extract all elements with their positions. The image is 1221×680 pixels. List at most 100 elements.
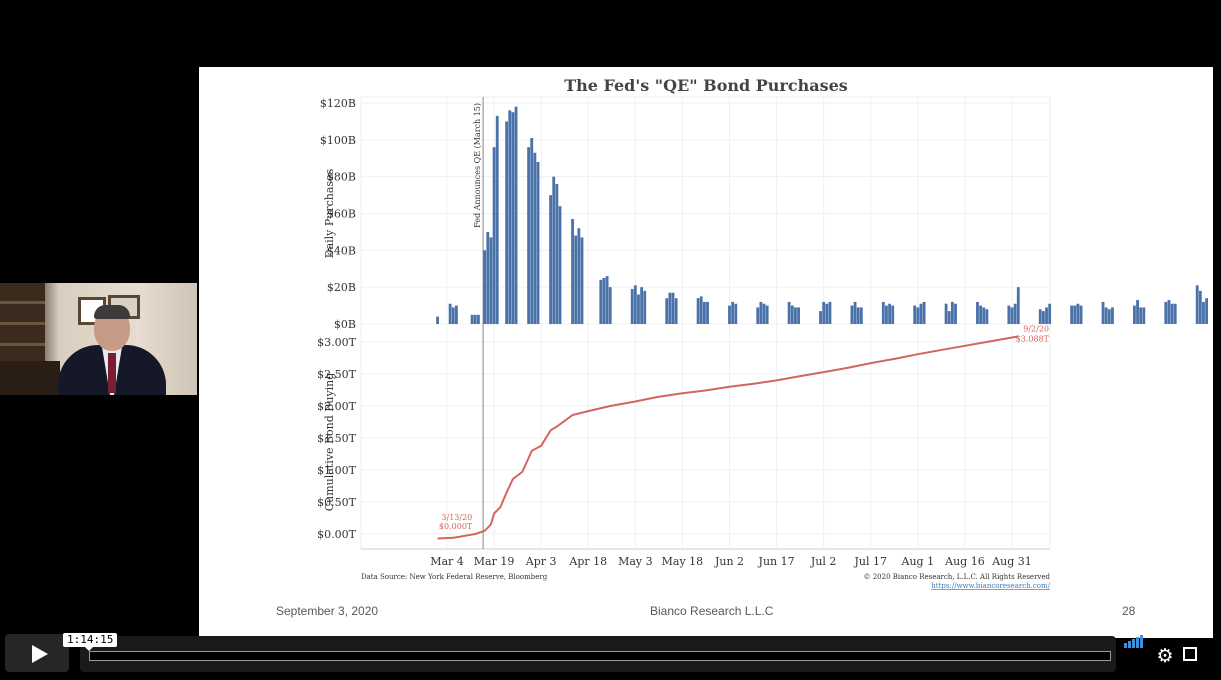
bar (558, 206, 562, 324)
bar (476, 314, 480, 324)
bar (630, 289, 634, 324)
bar (1139, 307, 1143, 324)
webcam-video (0, 283, 197, 395)
bar (1173, 303, 1177, 324)
x-tick-label: Aug 1 (901, 555, 935, 568)
bar (1205, 298, 1209, 324)
start-date-label: 3/13/20 (441, 513, 472, 522)
bar (530, 137, 534, 324)
bar (1073, 305, 1077, 324)
presenter-tie (108, 353, 116, 393)
bar (1007, 305, 1011, 324)
bar (665, 298, 669, 324)
y-tick-label: $100B (320, 134, 356, 147)
bar (448, 303, 452, 324)
bar (759, 301, 763, 324)
bar (1079, 305, 1083, 324)
slide-page-number: 28 (1122, 604, 1136, 618)
copyright-note: © 2020 Bianco Research, L.L.C. All Right… (864, 573, 1051, 581)
y-axis-label: Daily Purchases (323, 168, 336, 258)
bar (1101, 301, 1105, 324)
bar (982, 307, 986, 324)
bar (549, 195, 552, 324)
bar (640, 287, 644, 324)
bar (699, 296, 703, 324)
bar (731, 301, 735, 324)
bar (483, 250, 487, 324)
y-tick-label: $2.00T (317, 400, 356, 413)
data-source-note: Data Source: New York Federal Reserve, B… (361, 573, 548, 581)
bar (505, 121, 509, 324)
y-tick-label: $120B (320, 97, 356, 110)
y-tick-label: $0B (334, 318, 356, 331)
bar (859, 307, 863, 324)
bar (819, 311, 822, 324)
y-tick-label: $80B (327, 171, 356, 184)
presenter-hair (94, 305, 130, 319)
bar (1070, 305, 1074, 324)
bar (495, 115, 499, 324)
play-button[interactable] (5, 634, 69, 672)
bar (489, 237, 493, 324)
cumulative-line (437, 335, 1019, 540)
bar (696, 298, 700, 324)
bar (1016, 287, 1020, 324)
bar (1164, 301, 1168, 324)
bar (608, 287, 612, 324)
bar (668, 292, 672, 324)
bar (1048, 303, 1052, 324)
bar (514, 106, 518, 324)
play-icon (32, 645, 48, 663)
bar (762, 303, 766, 324)
bar (1195, 285, 1199, 324)
bar (888, 303, 891, 324)
progress-track[interactable] (89, 651, 1111, 661)
bar (577, 228, 581, 324)
bar (674, 298, 678, 324)
bar (555, 184, 559, 324)
bar (486, 231, 490, 324)
x-tick-label: May 18 (662, 555, 704, 568)
y-tick-label: $40B (327, 244, 356, 257)
bar (1167, 300, 1171, 324)
bar (571, 219, 574, 324)
bar (922, 301, 926, 324)
bar (947, 311, 951, 324)
bar (633, 285, 637, 324)
bar (916, 307, 920, 324)
bar (1045, 307, 1048, 324)
bar (944, 303, 948, 324)
bar (527, 147, 531, 324)
bar (1111, 307, 1114, 324)
bar (787, 301, 791, 324)
start-value-label: $0.000T (439, 522, 473, 531)
bar (919, 303, 923, 324)
bar (1076, 303, 1080, 324)
bar (856, 307, 860, 324)
y-tick-label: $20B (327, 281, 356, 294)
qe-annotation: Fed Announces QE (March 15) (473, 103, 482, 228)
bar (702, 301, 706, 324)
y-axis-label: Cumulative Bond Buying (323, 373, 336, 512)
bar (1010, 307, 1014, 324)
end-date-label: 9/2/20 (1023, 324, 1049, 333)
x-tick-label: Jul 17 (853, 555, 887, 568)
settings-icon[interactable]: ⚙ (1156, 645, 1174, 667)
bar (985, 309, 989, 324)
x-tick-label: Jun 17 (758, 555, 795, 568)
bar (574, 235, 578, 324)
progress-bar[interactable] (80, 636, 1116, 672)
desk (0, 361, 60, 395)
bar (508, 110, 512, 324)
bar (822, 301, 826, 324)
bar (580, 237, 584, 324)
fullscreen-icon[interactable] (1183, 647, 1197, 661)
bar (728, 305, 731, 324)
x-tick-label: Jun 2 (714, 555, 744, 568)
x-tick-label: Apr 18 (568, 555, 607, 568)
qe-chart: The Fed's "QE" Bond Purchases Mar 4 Mar 19… (317, 76, 1209, 590)
video-player-controls: 1:14:15 ⚙ (0, 633, 1221, 680)
y-tick-label: $0.00T (317, 528, 356, 541)
bar (492, 147, 496, 324)
bar (1202, 301, 1205, 324)
